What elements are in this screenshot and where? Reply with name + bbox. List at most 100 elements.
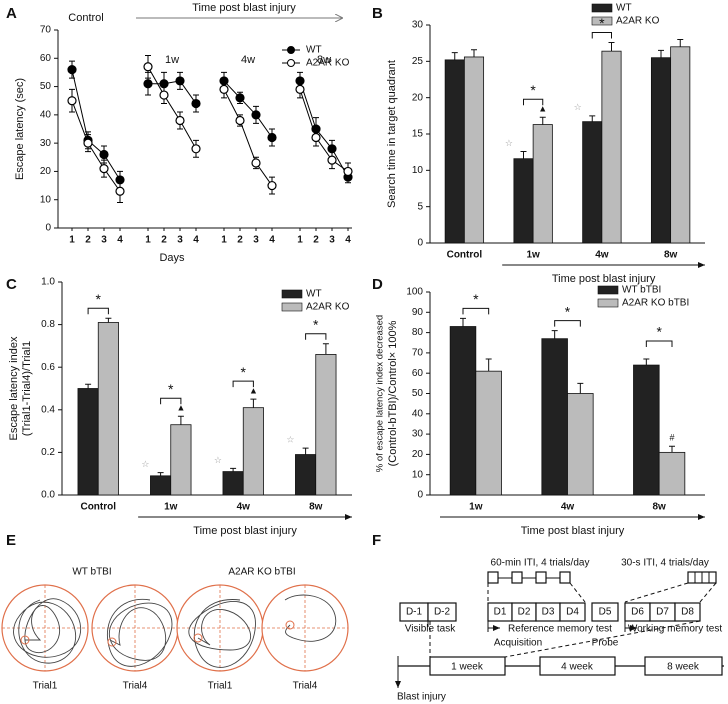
error-bar — [485, 358, 492, 372]
day-label: D7 — [656, 607, 669, 618]
x-tick-label: 1 — [221, 235, 227, 246]
error-bar — [658, 49, 664, 58]
phase-label: Working memory test — [628, 624, 723, 635]
point — [83, 138, 93, 148]
error-bar — [608, 41, 615, 52]
significance-label: * — [565, 303, 571, 319]
legend-swatch — [591, 3, 613, 13]
x-tick-label: 3 — [329, 235, 335, 246]
x-axis-label: Days — [159, 252, 185, 264]
x-axis-label: Time post blast injury — [521, 525, 625, 537]
group-title: WT bTBI — [72, 567, 111, 578]
x-tick-label: 3 — [253, 235, 259, 246]
trial-label: Trial4 — [293, 681, 318, 692]
day-label: D5 — [599, 607, 612, 618]
panel-letter: D — [372, 276, 383, 293]
bar — [449, 326, 477, 496]
bar — [513, 158, 534, 244]
group-label: 1w — [165, 54, 179, 66]
y-tick-label: 90 — [412, 307, 424, 318]
point — [67, 64, 77, 75]
point — [143, 62, 153, 72]
day-box — [427, 602, 457, 622]
line — [223, 80, 273, 138]
trial-label: Trial4 — [123, 681, 148, 692]
line — [147, 66, 197, 150]
y-tick-label: 60 — [412, 368, 424, 379]
error-bar — [157, 472, 164, 476]
point — [311, 132, 321, 143]
event-label: Blast injury — [397, 692, 446, 703]
x-tick-label: Control — [80, 502, 116, 513]
bar-marker: ☆ — [505, 138, 513, 148]
point — [99, 164, 109, 174]
legend-marker — [287, 59, 295, 67]
day-label: D4 — [566, 607, 579, 618]
bar — [463, 56, 485, 244]
y-tick-label: 10 — [412, 165, 424, 176]
significance-label: * — [96, 291, 102, 307]
x-tick-label: 4w — [595, 250, 609, 261]
bar — [97, 322, 119, 496]
legend-label: A2AR KO — [306, 58, 350, 69]
point — [191, 144, 201, 154]
x-tick-label: 3 — [177, 235, 183, 246]
error-bar — [577, 382, 584, 394]
point — [327, 155, 337, 165]
error-bar — [589, 115, 596, 122]
significance-label: * — [473, 291, 479, 307]
bar — [170, 424, 192, 496]
x-tick-label: 4 — [117, 235, 123, 246]
significance-label: * — [656, 324, 662, 340]
bar-marker: ☆ — [214, 455, 222, 465]
point — [191, 98, 201, 109]
y-tick-label: 30 — [412, 429, 424, 440]
x-tick-label: Control — [447, 250, 483, 261]
y-tick-label: 25 — [412, 56, 424, 67]
day-box — [674, 602, 701, 622]
y-tick-label: 0.2 — [41, 447, 55, 458]
x-tick-label: 4 — [269, 235, 275, 246]
x-axis-label: Time post blast injury — [552, 273, 656, 285]
point — [267, 132, 277, 143]
x-tick-label: 1w — [469, 502, 483, 513]
y-tick-label: 70 — [40, 25, 52, 36]
day-label: D1 — [494, 607, 507, 618]
bar-marker: ☆ — [141, 459, 149, 469]
error-bar — [250, 398, 257, 408]
y-tick-label: 40 — [40, 109, 52, 120]
error-bar — [451, 52, 458, 60]
day-label: D8 — [681, 607, 694, 618]
bar — [77, 388, 99, 496]
y-tick-label: 0 — [45, 223, 51, 234]
bar-marker: ☆ — [574, 102, 582, 112]
legend-label: WT — [306, 289, 322, 300]
error-bar — [302, 447, 309, 455]
y-axis-label: Escape latency (sec) — [14, 78, 26, 180]
legend-swatch — [281, 289, 303, 299]
panel-letter: C — [6, 276, 17, 293]
bar — [222, 471, 244, 496]
day-label: D6 — [631, 607, 644, 618]
y-tick-label: 20 — [412, 92, 424, 103]
y-tick-label: 0 — [417, 238, 423, 249]
error-bar — [105, 317, 112, 323]
connector — [429, 620, 701, 658]
panel-e: E WT bTBI A2AR KO bTBI Trial1 Trial4 Tri… — [1, 532, 349, 692]
day-label: D3 — [542, 607, 555, 618]
significance-bracket — [160, 397, 182, 405]
trial-label: Trial1 — [33, 681, 58, 692]
bar — [658, 451, 686, 496]
group-label: 4w — [241, 54, 255, 66]
bar — [633, 364, 660, 496]
y-axis-label: Search time in target quadrant — [386, 60, 398, 208]
x-tick-label: 2 — [237, 235, 243, 246]
trial-boxes — [487, 571, 717, 603]
y-tick-label: 10 — [40, 194, 52, 205]
y-axis-label: (Control-bTBI)/Control× 100% — [387, 320, 399, 466]
group-label: Control — [68, 12, 103, 24]
bar — [670, 46, 691, 244]
week-label: 8 week — [667, 662, 700, 673]
point — [175, 76, 185, 86]
error-bar — [520, 150, 527, 159]
